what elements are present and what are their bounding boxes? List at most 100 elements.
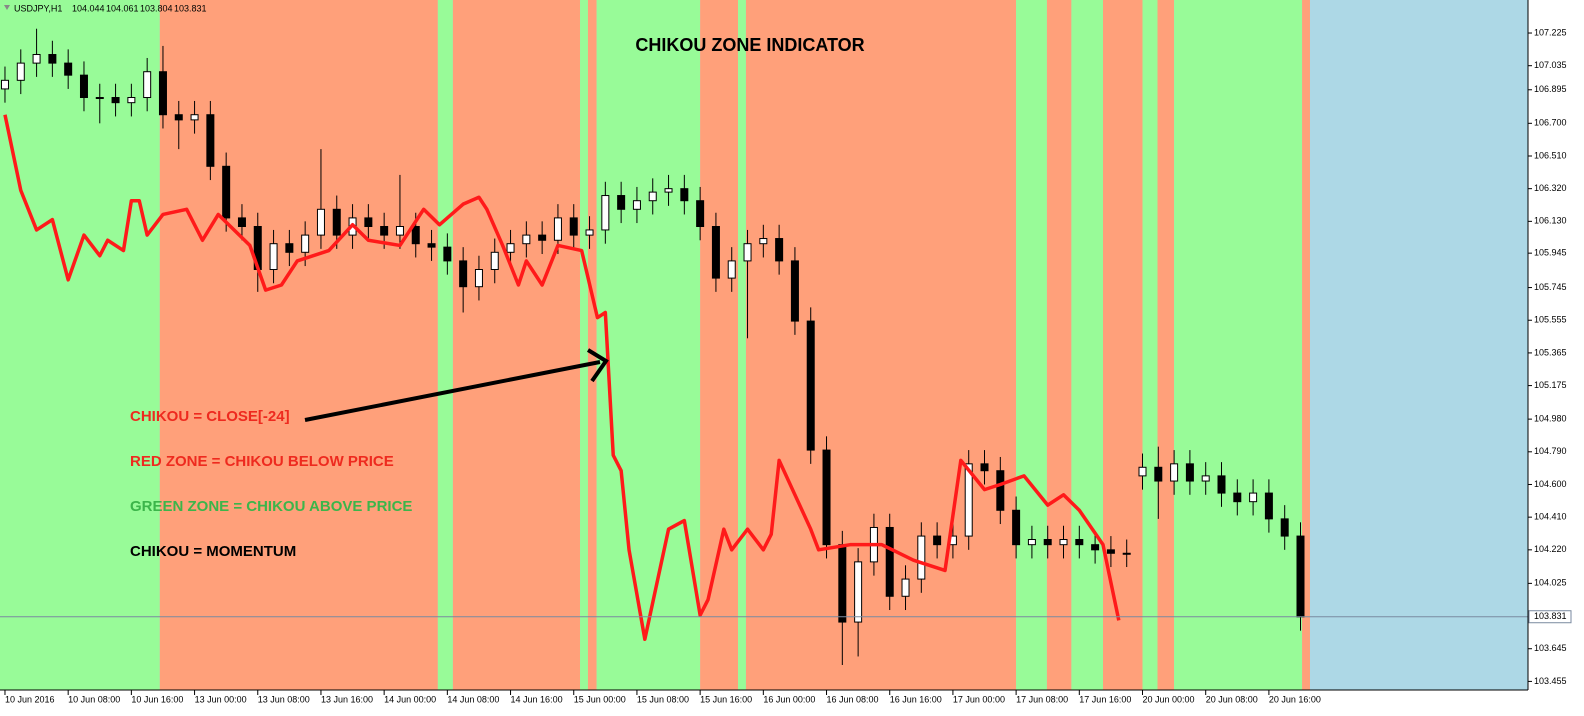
candle-body [664, 188, 673, 193]
candle-body [411, 226, 420, 245]
x-tick-label: 10 Jun 2016 [5, 694, 55, 704]
candle-body [1138, 466, 1147, 477]
header-icon [4, 5, 10, 10]
candle-body [16, 62, 25, 81]
zone [745, 0, 1017, 690]
zone [1142, 0, 1158, 690]
candle-body [1043, 539, 1052, 546]
zone [1302, 0, 1310, 690]
candle-body [522, 234, 531, 245]
candle-body [474, 268, 483, 288]
chikou-line [3, 114, 1121, 642]
x-tick-label: 15 Jun 08:00 [637, 694, 689, 704]
candle-body [601, 195, 610, 231]
candle-body [1264, 492, 1273, 520]
candle-body [332, 208, 341, 236]
y-tick-label: 106.130 [1534, 216, 1567, 226]
candle-body [1091, 544, 1100, 551]
y-tick-label: 106.510 [1534, 150, 1567, 160]
candle-body [933, 535, 942, 546]
arrow-head [586, 348, 609, 383]
candle-body [917, 535, 926, 580]
zone [1103, 0, 1143, 690]
x-tick-label: 20 Jun 16:00 [1269, 694, 1321, 704]
header-value: 104.044 [72, 3, 105, 13]
y-tick-label: 106.895 [1534, 84, 1567, 94]
candle-body [553, 217, 562, 241]
y-tick-label: 104.980 [1534, 414, 1567, 424]
candle-body [443, 246, 452, 262]
candle-body [316, 208, 325, 236]
candle-body [854, 561, 863, 623]
candle-body [0, 79, 9, 90]
candle-body [95, 97, 104, 100]
candle-body [459, 260, 468, 288]
header-value: 104.061 [106, 3, 139, 13]
y-tick-label: 107.225 [1534, 27, 1567, 37]
x-tick-label: 13 Jun 00:00 [195, 694, 247, 704]
candle-body [48, 54, 57, 64]
y-tick-label: 105.175 [1534, 380, 1567, 390]
candle-body [822, 449, 831, 546]
candle-body [1012, 509, 1021, 546]
candle-body [806, 320, 815, 451]
arrow-shaft [304, 360, 601, 422]
candle-body [206, 114, 215, 167]
candle-body [585, 229, 594, 236]
zone [1174, 0, 1303, 690]
candle-body [395, 226, 404, 236]
zone [1046, 0, 1072, 690]
candle-body [964, 463, 973, 537]
candle-body [237, 217, 246, 228]
x-tick-label: 17 Jun 08:00 [1016, 694, 1068, 704]
zone [437, 0, 453, 690]
y-tick-label: 103.645 [1534, 643, 1567, 653]
zone [738, 0, 746, 690]
candle-body [885, 526, 894, 597]
candle-body [1217, 475, 1226, 494]
annotation: CHIKOU = CLOSE[-24] [130, 408, 290, 425]
zone [580, 0, 588, 690]
candle-body [1106, 549, 1115, 554]
candle-body [996, 470, 1005, 511]
x-tick-label: 13 Jun 16:00 [321, 694, 373, 704]
y-tick-label: 105.945 [1534, 248, 1567, 258]
axes: 107.225 107.035 106.895 106.700 106.510 106.3… [0, 0, 1572, 704]
y-tick-label: 104.790 [1534, 446, 1567, 456]
x-tick-label: 16 Jun 08:00 [827, 694, 879, 704]
zone [452, 0, 581, 690]
candle-body [1201, 475, 1210, 482]
candle-body [790, 260, 799, 322]
candle-body [1280, 518, 1289, 537]
candle-body [32, 54, 41, 64]
x-tick-label: 13 Jun 08:00 [258, 694, 310, 704]
candle-body [838, 544, 847, 623]
zone [1071, 0, 1104, 690]
candle-body [743, 243, 752, 262]
candle-body [711, 226, 720, 279]
candle-body [569, 217, 578, 236]
candle-body [648, 191, 657, 202]
candle-body [759, 238, 768, 245]
zone [1157, 0, 1175, 690]
x-tick-label: 10 Jun 16:00 [131, 694, 183, 704]
zones [0, 0, 1310, 690]
candle-body [727, 260, 736, 279]
candle-body [1249, 492, 1258, 503]
x-tick-label: 17 Jun 16:00 [1079, 694, 1131, 704]
x-tick-label: 16 Jun 16:00 [890, 694, 942, 704]
y-tick-label: 105.365 [1534, 347, 1567, 357]
candle-body [1027, 539, 1036, 546]
y-tick-label: 107.035 [1534, 60, 1567, 70]
y-tick-label: 103.455 [1534, 676, 1567, 686]
candle-body [285, 243, 294, 253]
current-price-label: 103.831 [1534, 611, 1567, 621]
candle-body [696, 200, 705, 228]
annotation: CHIKOU = MOMENTUM [130, 543, 296, 560]
candle-body [1075, 539, 1084, 546]
candle-body [632, 200, 641, 210]
x-tick-label: 14 Jun 00:00 [384, 694, 436, 704]
candle-body [1296, 535, 1305, 618]
